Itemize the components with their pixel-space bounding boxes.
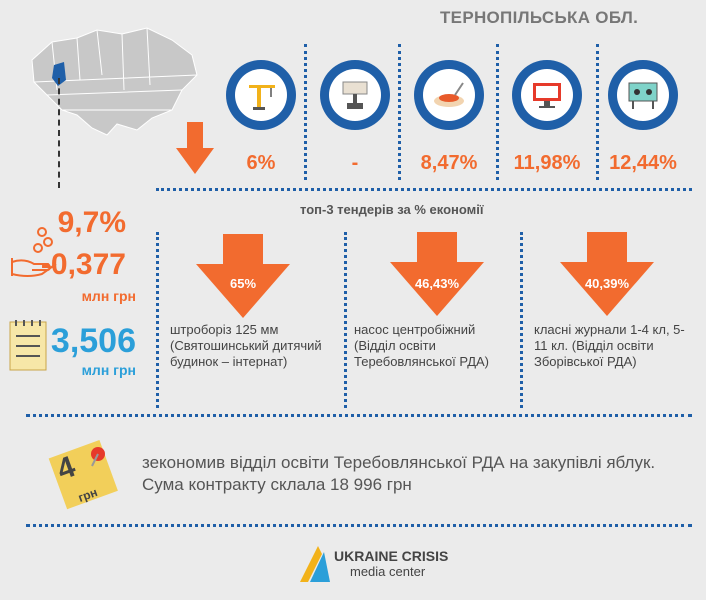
tender-arrow-2 — [390, 232, 484, 316]
category-paint — [320, 60, 390, 130]
tender-arrow-1 — [196, 234, 290, 318]
separator — [596, 44, 599, 180]
savings-amount: -0,377 — [40, 248, 126, 281]
separator — [156, 232, 159, 408]
category-food — [414, 60, 484, 130]
divider — [26, 524, 692, 527]
separator — [398, 44, 401, 180]
total-unit: млн грн — [81, 362, 136, 378]
down-arrow-icon — [176, 122, 214, 174]
top-tenders-title: топ-3 тендерів за % економії — [300, 202, 484, 217]
separator — [304, 44, 307, 180]
food-plate-icon — [434, 82, 464, 107]
category-pct-1: 6% — [246, 152, 276, 174]
divider — [156, 188, 692, 191]
total-amount: 3,506 — [50, 322, 136, 360]
tender-desc-3: класні журнали 1-4 кл, 5-11 кл. (Відділ … — [534, 322, 685, 369]
divider — [26, 414, 692, 417]
uccm-logo-icon — [300, 546, 330, 582]
category-classroom — [608, 60, 678, 130]
ukraine-map — [31, 27, 198, 136]
computer-icon — [533, 83, 561, 108]
category-crane — [226, 60, 296, 130]
logo-text-line1: UKRAINE CRISIS — [334, 548, 449, 564]
tender-desc-1: штроборіз 125 мм (Святошинський дитячий … — [170, 322, 322, 369]
category-pct-5: 12,44% — [609, 152, 677, 174]
category-pct-2: - — [351, 152, 359, 174]
tender-pct-2: 46,43% — [414, 276, 460, 291]
tender-arrow-3 — [560, 232, 654, 316]
sticky-note-icon — [48, 439, 118, 510]
tender-pct-1: 65% — [229, 276, 257, 291]
category-computer — [512, 60, 582, 130]
map-pointer-line — [58, 78, 60, 188]
money-hand-icon — [11, 227, 57, 277]
crane-icon — [249, 85, 275, 110]
category-pct-4: 11,98% — [513, 152, 581, 174]
separator — [520, 232, 523, 408]
notebook-icon — [9, 320, 47, 371]
footer-text: зекономив відділ освіти Теребовлянської … — [142, 453, 656, 494]
paint-roller-icon — [342, 81, 368, 109]
savings-unit: млн грн — [81, 288, 136, 304]
category-pct-3: 8,47% — [420, 152, 478, 174]
tender-pct-3: 40,39% — [584, 276, 630, 291]
region-title: ТЕРНОПІЛЬСЬКА ОБЛ. — [440, 8, 639, 27]
savings-pct: 9,7% — [57, 206, 126, 239]
logo-text-line2: media center — [350, 564, 426, 579]
separator — [344, 232, 347, 408]
classroom-board-icon — [628, 82, 658, 109]
separator — [496, 44, 499, 180]
tender-desc-2: насос центробіжний (Відділ освіти Теребо… — [354, 322, 490, 369]
